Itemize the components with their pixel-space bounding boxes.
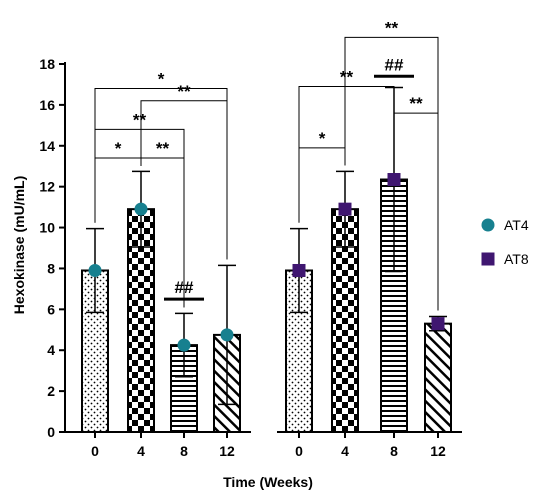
data-point-at8 — [292, 263, 306, 277]
y-tick-label: 2 — [47, 383, 55, 399]
significance-label: * — [115, 139, 122, 158]
significance-bracket — [94, 88, 228, 260]
x-tick-label: 0 — [91, 443, 99, 459]
x-tick-label: 4 — [341, 443, 349, 459]
bar-at4-week-0 — [81, 269, 109, 433]
data-point-at8 — [431, 317, 445, 331]
significance-label: ** — [177, 82, 191, 101]
y-axis-label: Hexokinase (mU/mL) — [11, 176, 27, 314]
data-point-at4 — [88, 263, 102, 277]
data-point-at4 — [220, 328, 234, 342]
legend-label-at8: AT8 — [504, 251, 529, 267]
significance-bracket — [298, 85, 395, 223]
y-tick-label: 0 — [47, 424, 55, 440]
significance-bracket — [344, 36, 439, 311]
data-point-at4 — [134, 202, 148, 216]
legend-label-at4: AT4 — [504, 217, 529, 233]
significance-label: * — [158, 70, 165, 89]
significance-label: * — [319, 129, 326, 148]
y-tick-label: 10 — [39, 220, 55, 236]
legend-marker-at8 — [481, 252, 495, 266]
significance-label: ## — [175, 278, 194, 297]
significance-label: ** — [340, 67, 354, 86]
y-tick-label: 14 — [39, 138, 55, 154]
y-tick-label: 6 — [47, 301, 55, 317]
significance-label: ** — [133, 110, 147, 129]
bar-at8-week-12 — [424, 322, 452, 433]
legend-marker-at4 — [481, 218, 495, 232]
y-tick-label: 16 — [39, 97, 55, 113]
significance-label: ** — [385, 18, 399, 37]
significance-label: ** — [409, 94, 423, 113]
x-tick-label: 12 — [430, 443, 446, 459]
data-point-at4 — [177, 338, 191, 352]
x-tick-label: 8 — [390, 443, 398, 459]
significance-label: ## — [385, 55, 404, 74]
y-tick-label: 18 — [39, 56, 55, 72]
legend: AT4 AT8 — [481, 217, 529, 267]
x-tick-label: 8 — [180, 443, 188, 459]
x-axis-label: Time (Weeks) — [223, 474, 313, 490]
x-tick-label: 12 — [219, 443, 235, 459]
y-tick-label: 8 — [47, 260, 55, 276]
y-tick-label: 4 — [47, 342, 55, 358]
y-tick-label: 12 — [39, 179, 55, 195]
data-point-at8 — [338, 202, 352, 216]
x-tick-label: 4 — [137, 443, 145, 459]
significance-label: ** — [156, 139, 170, 158]
data-point-at8 — [387, 173, 401, 187]
x-tick-label: 0 — [295, 443, 303, 459]
